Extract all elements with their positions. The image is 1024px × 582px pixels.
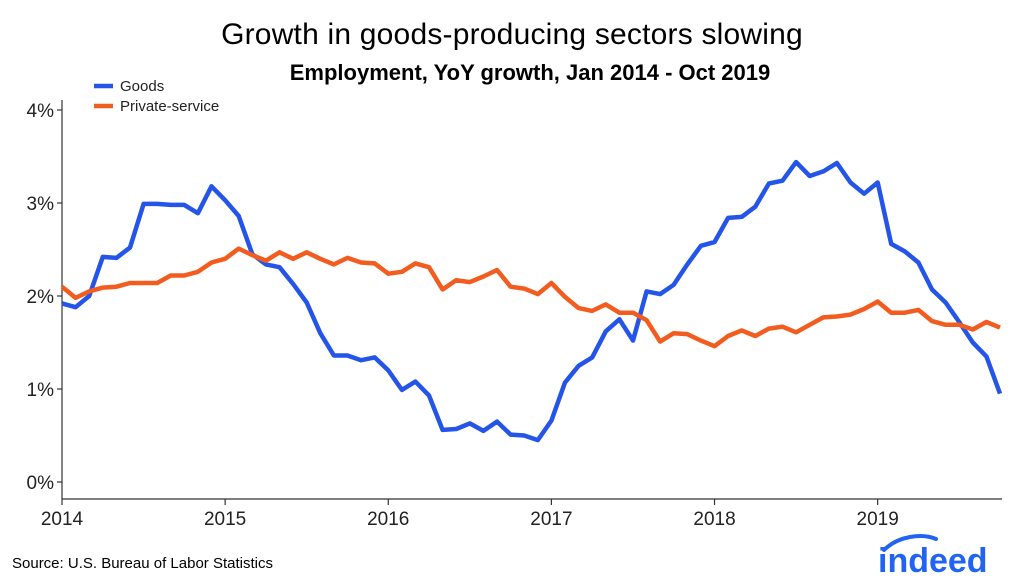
x-tick-label: 2015 [204,509,246,530]
legend-label: Goods [120,78,164,95]
source-note: Source: U.S. Bureau of Labor Statistics [12,555,273,572]
chart-title: Growth in goods-producing sectors slowin… [221,18,803,51]
y-tick-label: 3% [27,194,55,215]
y-tick-label: 4% [27,101,55,122]
tick-labels: 0% 1% 2% 3% 4% 2014 2015 2016 2017 2018 2019 [27,101,899,530]
chart-axes [61,100,1002,500]
series-lines [60,159,1003,443]
legend: Goods Private-service [94,78,219,115]
series-line-private-service [60,246,1001,349]
indeed-logo: indeed [878,534,988,576]
chart-subtitle: Employment, YoY growth, Jan 2014 - Oct 2… [289,60,771,85]
svg-text:indeed: indeed [878,542,988,576]
y-tick-label: 2% [27,287,55,308]
x-tick-label: 2017 [530,509,572,530]
legend-label: Private-service [120,98,219,115]
series-line-goods [61,159,1003,443]
x-tick-label: 2014 [41,509,84,530]
x-tick-label: 2016 [367,509,409,530]
x-tick-label: 2018 [693,509,735,530]
y-tick-label: 1% [27,380,55,401]
y-tick-label: 0% [27,473,55,494]
x-tick-label: 2019 [857,509,899,530]
